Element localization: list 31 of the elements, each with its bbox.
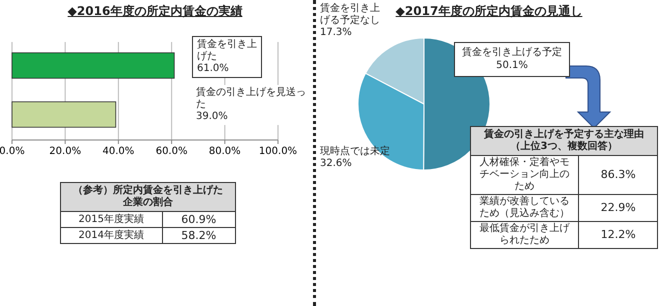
category-label: 業績が改善しているため（見込み含む） [470,194,579,222]
text: 賃金の引き上げを予定する主な理由 [483,129,645,140]
text: （上位3つ、複数回答） [510,141,618,153]
slice-label: 現時点では未定 [320,146,391,158]
text: （参考）所定内賃金を引き上げた企業の割合 [72,185,224,209]
x-tick-label: 80.0% [208,146,241,157]
category-label: 最低賃金が引き上げられたため [470,222,579,248]
slice-label: 賃金を引き上げる予定なし [320,2,381,27]
data-label: 32.6% [320,158,353,170]
y-tick-label: 賃金を引き上げた [197,39,257,63]
chart-title: ◆2017年度の所定内賃金の見通し [396,4,582,18]
x-tick-label: 100.0% [258,146,298,157]
category-label: 2014年度実績 [60,228,162,244]
text: 58.2% [181,229,216,242]
data-label: 50.1% [495,60,529,72]
data-label: 39.0% [196,111,229,123]
category-label: 人材確保・定着やモチベーション向上のため [470,156,579,194]
x-tick-label: 20.0% [49,146,82,157]
data-label: 61.0% [197,63,230,75]
y-tick-label: 賃金の引き上げを見送った [196,87,306,111]
data-label: 17.3% [320,26,353,39]
text: 22.9% [600,201,636,214]
slice-label: 賃金を引き上げる予定 [461,47,563,60]
x-tick-label: 40.0% [102,146,134,157]
text: 12.2% [600,228,636,242]
category-label: 2015年度実績 [60,212,162,228]
x-tick-label: 60.0% [156,146,188,157]
x-tick-label: 0.0% [0,146,25,157]
text: 86.3% [600,168,636,182]
chart-title: ◆2016年度の所定内賃金の実績 [66,3,244,20]
text: 60.9% [181,213,216,226]
